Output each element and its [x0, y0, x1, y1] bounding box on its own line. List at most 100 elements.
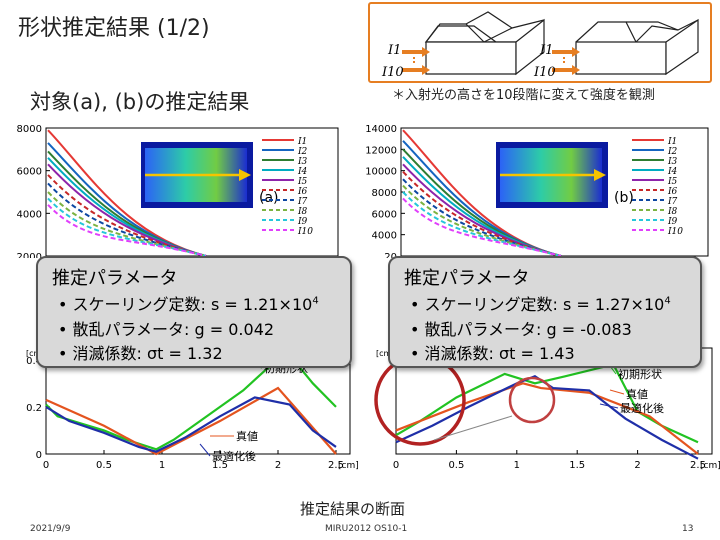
- highlight-circle-small: [508, 376, 556, 424]
- intensity-chart-b: 14000 12000 10000 8000 6000 4000 20 (b) I1I2I3I4…: [365, 124, 709, 258]
- x-tick-label: 1.5: [569, 460, 585, 471]
- param-panel-a: 推定パラメータ • スケーリング定数: s = 1.21×104 • 散乱パラメ…: [36, 256, 352, 368]
- scaling-exponent: 4: [664, 295, 671, 307]
- block-a-icon: [424, 11, 545, 76]
- legend-label: I3: [667, 157, 678, 167]
- light-arrows-a: [402, 47, 430, 75]
- x-tick-label: 0.5: [96, 460, 112, 471]
- legend-label: I5: [297, 177, 308, 187]
- extinction-coefficient: • 消滅係数: σt = 1.43: [410, 344, 575, 363]
- legend-label: I8: [297, 207, 308, 217]
- annotation-leader: [599, 403, 619, 409]
- y-tick-label: 6000: [372, 209, 397, 220]
- x-axis-label: [cm]: [338, 461, 359, 471]
- scan-arrow-icon: [594, 169, 606, 181]
- y-tick-label: 0.2: [26, 403, 42, 414]
- param-panel-title: 推定パラメータ: [52, 268, 178, 289]
- scaling-constant-text: • スケーリング定数: s = 1.21×10: [58, 295, 313, 314]
- scan-arrow-icon: [239, 169, 251, 181]
- section-line: [45, 396, 337, 453]
- legend-label: I9: [667, 217, 678, 227]
- panel-label: (b): [614, 190, 634, 206]
- scatter-parameter: • 散乱パラメータ: g = -0.083: [410, 320, 632, 339]
- x-tick-label: 0: [393, 460, 399, 471]
- series-line-I7: [402, 178, 562, 257]
- legend-label: I4: [297, 167, 308, 177]
- y-tick-label: 14000: [365, 124, 397, 135]
- y-tick-label: 10000: [365, 167, 397, 178]
- x-tick-label: 0.5: [448, 460, 464, 471]
- series-annotation: 真値: [626, 387, 648, 401]
- figure-caption: 推定結果の断面: [300, 500, 406, 518]
- scatter-parameter: • 散乱パラメータ: g = 0.042: [58, 320, 275, 339]
- block-illustration: I1 I10 I1 I10: [368, 2, 712, 83]
- extinction-coefficient: • 消滅係数: σt = 1.32: [58, 344, 223, 363]
- footer-date: 2021/9/9: [30, 524, 71, 534]
- param-panel-title: 推定パラメータ: [404, 268, 530, 289]
- series-annotation: 最適化後: [620, 401, 664, 415]
- illustration-label-bottom-b: I10: [533, 65, 556, 80]
- section-line: [395, 382, 699, 455]
- legend-label: I4: [667, 167, 678, 177]
- series-annotation: 初期形状: [618, 367, 662, 381]
- y-axis-label: [cm]: [376, 349, 394, 358]
- section-line: [395, 363, 699, 444]
- legend-label: I7: [297, 197, 308, 207]
- panel-label: (a): [259, 190, 279, 206]
- x-tick-label: 1.5: [212, 460, 228, 471]
- legend-label: I8: [667, 207, 678, 217]
- y-tick-label: 8000: [17, 124, 42, 135]
- scaling-constant: • スケーリング定数: s = 1.27×104: [410, 291, 671, 315]
- light-arrows-b: [552, 47, 580, 75]
- scaling-constant-text: • スケーリング定数: s = 1.27×10: [410, 295, 665, 314]
- series-line-I9: [47, 197, 207, 257]
- x-tick-label: 0: [43, 460, 49, 471]
- legend-label: I9: [297, 217, 308, 227]
- y-tick-label: 4000: [372, 231, 397, 242]
- x-tick-label: 2: [275, 460, 281, 471]
- legend-label: I10: [297, 227, 313, 237]
- y-tick-label: 4000: [17, 209, 42, 220]
- section-line: [45, 386, 337, 456]
- legend-label: I3: [297, 157, 308, 167]
- legend-label: I10: [667, 227, 683, 237]
- annotation-leader: [609, 389, 625, 395]
- block-b-icon: [575, 18, 699, 76]
- scaling-exponent: 4: [312, 295, 319, 307]
- y-tick-label: 20: [384, 252, 397, 258]
- x-tick-label: 1: [159, 460, 165, 471]
- series-line-I8: [47, 191, 207, 257]
- legend-label: I6: [297, 187, 308, 197]
- scaling-constant: • スケーリング定数: s = 1.21×104: [58, 291, 319, 315]
- slide-subtitle: 対象(a), (b)の推定結果: [30, 90, 250, 114]
- series-annotation: 最適化後: [212, 449, 256, 463]
- x-tick-label: 2.5: [328, 460, 344, 471]
- footer-center: MIRU2012 OS10-1: [325, 524, 408, 534]
- annotation-leader: [199, 443, 211, 457]
- y-tick-label: 0: [36, 450, 42, 461]
- series-line-I10: [47, 204, 207, 257]
- legend-label: I7: [667, 197, 678, 207]
- x-tick-label: 2.5: [690, 460, 706, 471]
- y-tick-label: 12000: [365, 145, 397, 156]
- legend-label: I2: [297, 147, 308, 157]
- slide-title: 形状推定結果 (1/2): [18, 16, 210, 41]
- y-axis-label: [cm]: [26, 349, 44, 358]
- series-line-I9: [402, 191, 562, 257]
- legend-label: I1: [667, 137, 677, 147]
- y-tick-label: 0.4: [26, 356, 42, 367]
- x-axis-label: [cm]: [700, 461, 720, 471]
- zoom-connector: [433, 415, 513, 441]
- legend-label: I2: [667, 147, 678, 157]
- footer-page: 13: [682, 524, 694, 534]
- legend-label: I6: [667, 187, 678, 197]
- illustration-label-top-a: I1: [387, 43, 401, 58]
- param-panel-b: 推定パラメータ • スケーリング定数: s = 1.27×104 • 散乱パラメ…: [388, 256, 702, 368]
- legend-label: I1: [297, 137, 307, 147]
- series-line-I10: [402, 197, 562, 257]
- x-tick-label: 1: [514, 460, 520, 471]
- illustration-label-bottom-a: I10: [381, 65, 404, 80]
- observation-note: ＊入射光の高さを10段階に変えて強度を観測: [392, 88, 655, 103]
- x-tick-label: 2: [634, 460, 640, 471]
